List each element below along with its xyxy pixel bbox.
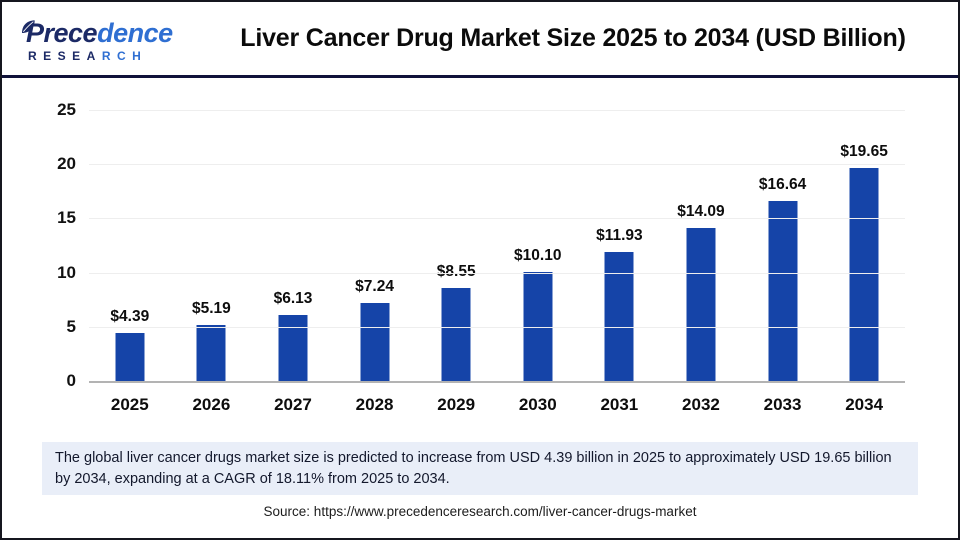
bar-col-2031: $11.93 (579, 110, 661, 381)
bar-chart: $4.39 $5.19 $6.13 $7.24 $8.55 $10.10 $11.93 $14… (2, 78, 958, 438)
x-label-2033: 2033 (763, 395, 802, 414)
gridline-25 (89, 110, 905, 111)
x-label-2028: 2028 (355, 395, 394, 414)
x-label-2029: 2029 (437, 395, 476, 414)
bar-2028 (360, 302, 390, 381)
y-tick-0: 0 (66, 371, 76, 390)
gridline-10 (89, 272, 905, 274)
logo-subtitle-tail: RCH (101, 48, 148, 63)
y-tick-20: 20 (57, 154, 76, 174)
gridline-20 (89, 164, 905, 166)
x-label-2026: 2026 (192, 395, 231, 414)
bar-value-2031: $11.93 (596, 226, 643, 244)
bar-value-2030: $10.10 (514, 246, 562, 264)
brand-logo: Precedence RESEARCH (20, 16, 210, 62)
plot-area: $4.39 $5.19 $6.13 $7.24 $8.55 $10.10 $11.93 $14… (57, 100, 905, 390)
bars-container: $4.39 $5.19 $6.13 $7.24 $8.55 $10.10 $11.93 $14… (89, 110, 905, 381)
x-label-2034: 2034 (845, 395, 884, 414)
bar-2029 (441, 288, 471, 381)
title-wrap: Liver Cancer Drug Market Size 2025 to 20… (210, 24, 936, 53)
bar-value-2026: $5.19 (191, 299, 231, 317)
x-label-2032: 2032 (682, 395, 720, 414)
gridline-5 (89, 326, 905, 328)
x-label-2027: 2027 (274, 395, 312, 414)
bar-value-2027: $6.13 (273, 289, 313, 307)
bar-2027 (278, 314, 308, 381)
x-label-2030: 2030 (518, 395, 557, 414)
footnote-box: The global liver cancer drugs market siz… (42, 442, 918, 496)
bar-col-2027: $6.13 (252, 110, 334, 381)
x-label-2025: 2025 (110, 395, 149, 414)
logo-word-head: Prece (26, 17, 98, 48)
bar-col-2033: $16.64 (742, 110, 824, 381)
bar-value-2034: $19.65 (840, 143, 888, 160)
x-label-2031: 2031 (600, 395, 639, 414)
y-tick-15: 15 (57, 208, 76, 228)
bar-2033 (768, 200, 798, 381)
bar-value-2028: $7.24 (355, 277, 394, 295)
bar-2034 (849, 168, 879, 381)
leaf-icon (20, 13, 36, 40)
logo-word-tail: dence (97, 17, 173, 48)
bar-col-2034: $19.65 (823, 110, 905, 381)
bar-value-2029: $8.55 (436, 263, 476, 281)
header: Precedence RESEARCH Liver Cancer Drug Ma… (2, 2, 958, 78)
page-title: Liver Cancer Drug Market Size 2025 to 20… (240, 24, 906, 52)
bar-col-2030: $10.10 (497, 110, 579, 381)
bar-2025 (115, 333, 145, 381)
bar-col-2028: $7.24 (334, 110, 416, 381)
logo-wordmark: Precedence (20, 17, 210, 48)
source-line: Source: https://www.precedenceresearch.c… (263, 504, 697, 520)
logo-subtitle-head: RESEA (28, 48, 102, 63)
bar-col-2032: $14.09 (660, 110, 742, 381)
logo-subtitle: RESEARCH (20, 50, 210, 62)
bar-value-2025: $4.39 (110, 308, 150, 326)
bar-2030 (523, 271, 553, 381)
y-tick-25: 25 (57, 100, 76, 119)
gridline-15 (89, 218, 905, 220)
y-tick-5: 5 (66, 316, 76, 336)
bar-2032 (686, 228, 716, 381)
bar-value-2033: $16.64 (758, 175, 807, 193)
bar-2031 (604, 251, 634, 381)
footnote-text: The global liver cancer drugs market siz… (55, 450, 892, 487)
bar-2026 (196, 324, 226, 381)
y-tick-10: 10 (57, 262, 76, 282)
bar-col-2026: $5.19 (171, 110, 253, 381)
bar-value-2032: $14.09 (677, 203, 725, 221)
bar-col-2029: $8.55 (415, 110, 497, 381)
bar-col-2025: $4.39 (89, 110, 171, 381)
x-axis: 2025 2026 2027 2028 2029 2030 2031 2032 2033 2034 (89, 395, 905, 415)
